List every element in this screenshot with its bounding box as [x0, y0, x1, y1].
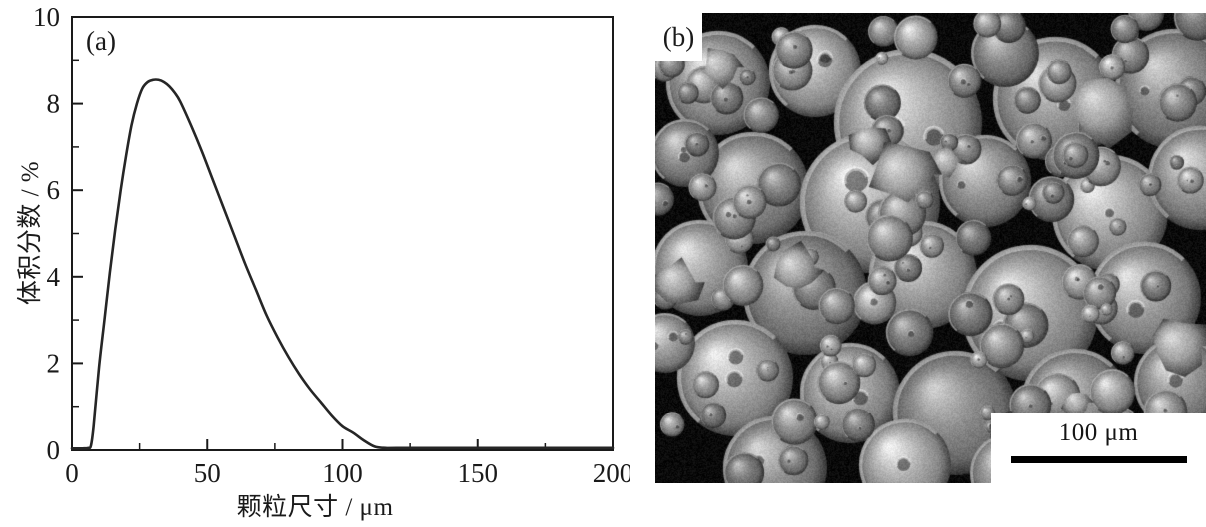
x-tick-labels: 0 50 100 150 200 [65, 458, 630, 488]
x-tick-label: 50 [194, 458, 221, 488]
y-tick-label: 10 [33, 2, 60, 32]
x-tick-label: 100 [322, 458, 363, 488]
scale-bar-label: 100 μm [1058, 419, 1139, 446]
sem-micrograph-canvas [655, 13, 1206, 483]
axis-ticks [71, 16, 614, 451]
plot-frame [71, 16, 614, 451]
y-tick-label: 4 [47, 262, 61, 292]
x-tick-label: 150 [458, 458, 499, 488]
particle-size-distribution-chart: 0 50 100 150 200 0 2 4 6 8 10 [33, 2, 630, 488]
y-tick-label: 0 [47, 435, 61, 465]
x-tick-label: 0 [65, 458, 79, 488]
y-tick-label: 6 [47, 175, 61, 205]
y-tick-label: 8 [47, 89, 61, 119]
scale-bar: 100 μm [991, 413, 1206, 483]
panel-b-label: (b) [655, 13, 702, 61]
y-tick-label: 2 [47, 348, 61, 378]
distribution-curve [70, 78, 615, 450]
scale-bar-line [1010, 456, 1187, 463]
panel-a-label: (a) [86, 26, 116, 56]
y-axis-label: 体积分数 / % [17, 160, 44, 306]
panel-b-sem-image: (b) 100 μm [655, 13, 1206, 483]
y-tick-labels: 0 2 4 6 8 10 [33, 2, 61, 465]
panel-a-chart: 0 50 100 150 200 0 2 4 6 8 10 (a) 颗粒尺寸 / μm 体积分数 … [17, 2, 630, 521]
x-tick-label: 200 [593, 458, 630, 488]
x-axis-label: 颗粒尺寸 / μm [236, 494, 394, 521]
